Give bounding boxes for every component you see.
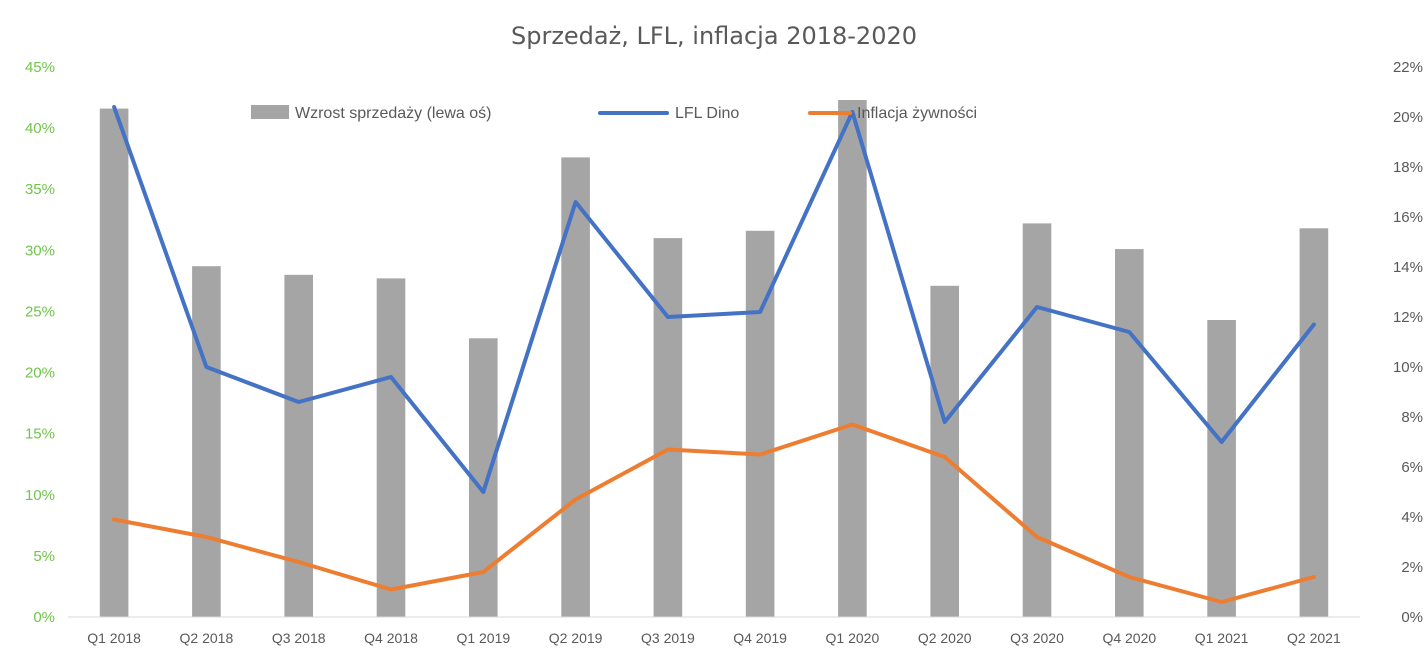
left-tick-label: 30%: [25, 242, 55, 259]
right-tick-label: 16%: [1393, 209, 1423, 226]
right-tick-label: 22%: [1393, 59, 1423, 76]
x-tick-label: Q2 2021: [1287, 630, 1341, 646]
line-food-inflation: [112, 422, 1316, 604]
bar-sales-growth: [1299, 228, 1329, 618]
left-tick-label: 5%: [33, 548, 55, 565]
x-tick-label: Q1 2019: [456, 630, 510, 646]
bar-sales-growth: [653, 238, 683, 617]
left-tick-label: 15%: [25, 426, 55, 443]
right-tick-label: 12%: [1393, 309, 1423, 326]
legend-swatch-sales-growth: [251, 105, 289, 119]
right-tick-label: 20%: [1393, 109, 1423, 126]
right-tick-label: 2%: [1401, 559, 1423, 576]
left-tick-label: 40%: [25, 120, 55, 137]
x-tick-label: Q1 2018: [87, 630, 141, 646]
left-tick-label: 0%: [33, 609, 55, 626]
right-tick-label: 18%: [1393, 159, 1423, 176]
x-tick-label: Q4 2018: [364, 630, 418, 646]
bar-sales-growth: [561, 157, 590, 617]
sales-growth-bars: [99, 100, 1329, 618]
legend-label-food-inflation: Inflacja żywności: [857, 105, 977, 122]
x-tick-label: Q3 2018: [272, 630, 326, 646]
x-axis-ticks: Q1 2018 Q2 2018 Q3 2018 Q4 2018 Q1 2019 Q2 20…: [87, 630, 1341, 646]
line-lfl-dino: [112, 105, 1316, 494]
bar-sales-growth: [1022, 223, 1052, 617]
bar-sales-growth: [376, 278, 406, 617]
bar-sales-growth: [1115, 249, 1144, 617]
right-tick-label: 4%: [1401, 509, 1423, 526]
bar-sales-growth: [1207, 320, 1236, 617]
bar-sales-growth: [930, 285, 959, 617]
x-tick-label: Q3 2020: [1010, 630, 1064, 646]
x-tick-label: Q3 2019: [641, 630, 695, 646]
line-series: [112, 105, 1316, 604]
x-tick-label: Q2 2019: [549, 630, 603, 646]
legend: Wzrost sprzedaży (lewa oś) LFL Dino Infl…: [251, 105, 977, 122]
left-tick-label: 25%: [25, 303, 55, 320]
x-tick-label: Q1 2020: [826, 630, 880, 646]
left-tick-label: 35%: [25, 181, 55, 198]
bar-sales-growth: [838, 100, 867, 617]
x-tick-label: Q2 2020: [918, 630, 972, 646]
right-tick-label: 8%: [1401, 409, 1423, 426]
x-tick-label: Q4 2020: [1102, 630, 1156, 646]
left-tick-label: 10%: [25, 487, 55, 504]
legend-label-sales-growth: Wzrost sprzedaży (lewa oś): [295, 105, 492, 122]
right-tick-label: 10%: [1393, 359, 1423, 376]
legend-label-lfl-dino: LFL Dino: [675, 105, 739, 122]
x-tick-label: Q1 2021: [1195, 630, 1249, 646]
right-tick-label: 6%: [1401, 459, 1423, 476]
x-tick-label: Q4 2019: [733, 630, 787, 646]
chart-title: Sprzedaż, LFL, inflacja 2018-2020: [511, 22, 917, 50]
bar-sales-growth: [99, 108, 129, 617]
right-tick-label: 14%: [1393, 259, 1423, 276]
left-axis-ticks: 0% 5% 10% 15% 20% 25% 30% 35% 40% 45%: [25, 59, 55, 626]
right-axis-ticks: 0% 2% 4% 6% 8% 10% 12% 14% 16% 18% 20% 22%: [1393, 59, 1423, 626]
left-tick-label: 45%: [25, 59, 55, 76]
x-tick-label: Q2 2018: [180, 630, 234, 646]
right-tick-label: 0%: [1401, 609, 1423, 626]
bar-sales-growth: [192, 266, 221, 617]
left-tick-label: 20%: [25, 365, 55, 382]
